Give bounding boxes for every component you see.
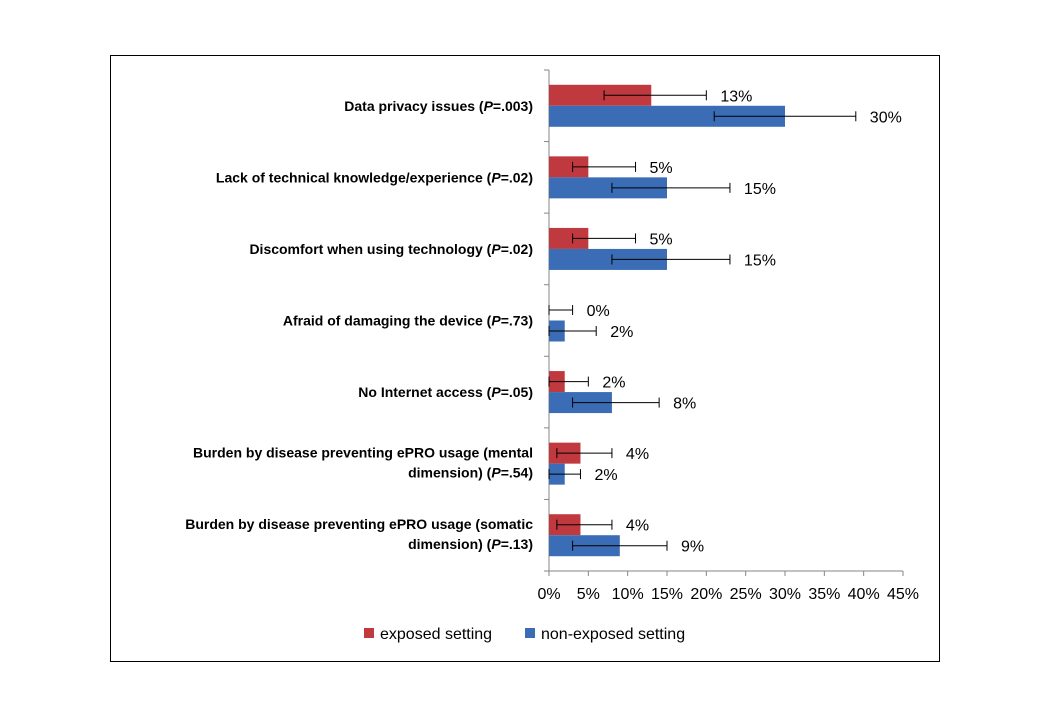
p-value-letter: P xyxy=(491,313,501,329)
legend-label-exposed: exposed setting xyxy=(380,626,492,643)
bar-non-exposed xyxy=(549,177,667,199)
legend-swatch-non-exposed xyxy=(525,628,535,638)
p-value-text: =.003) xyxy=(493,98,533,114)
p-value-text: =.02) xyxy=(501,241,533,257)
data-label: 2% xyxy=(594,467,617,484)
x-tick-label: 15% xyxy=(651,586,683,603)
x-tick-label: 5% xyxy=(577,586,600,603)
category-label-text: dimension) ( xyxy=(408,465,492,481)
bar-exposed xyxy=(549,156,589,178)
chart-frame xyxy=(110,55,940,662)
p-value-letter: P xyxy=(491,169,501,185)
data-label: 15% xyxy=(744,181,776,198)
category-label: Burden by disease preventing ePRO usage … xyxy=(185,516,533,532)
legend-label-non-exposed: non-exposed setting xyxy=(541,626,685,643)
category-label-text: dimension) ( xyxy=(408,536,492,552)
data-label: 5% xyxy=(650,160,673,177)
category-label: No Internet access (P=.05) xyxy=(358,384,533,400)
data-label: 13% xyxy=(720,88,752,105)
category-label: Afraid of damaging the device (P=.73) xyxy=(283,313,533,329)
x-tick-label: 0% xyxy=(537,586,560,603)
x-tick-label: 10% xyxy=(612,586,644,603)
p-value-letter: P xyxy=(484,98,494,114)
bar-non-exposed xyxy=(549,105,785,127)
bar-exposed xyxy=(549,227,589,249)
p-value-text: =.73) xyxy=(501,313,533,329)
data-label: 30% xyxy=(870,109,902,126)
category-label: Lack of technical knowledge/experience (… xyxy=(216,169,533,185)
data-label: 4% xyxy=(626,518,649,535)
category-label-line2: dimension) (P=.13) xyxy=(408,536,533,552)
category-label: Data privacy issues (P=.003) xyxy=(344,98,533,114)
category-label: Burden by disease preventing ePRO usage … xyxy=(193,445,533,461)
x-tick-label: 20% xyxy=(690,586,722,603)
data-label: 2% xyxy=(602,375,625,392)
data-label: 8% xyxy=(673,396,696,413)
p-value-text: =.05) xyxy=(501,384,533,400)
x-tick-label: 30% xyxy=(769,586,801,603)
p-value-letter: P xyxy=(491,384,501,400)
category-label-line2: dimension) (P=.54) xyxy=(408,465,533,481)
bar-exposed xyxy=(549,84,652,106)
x-tick-label: 35% xyxy=(808,586,840,603)
category-label-text: Lack of technical knowledge/experience ( xyxy=(216,169,492,185)
x-tick-label: 45% xyxy=(887,586,919,603)
data-label: 9% xyxy=(681,539,704,556)
data-label: 5% xyxy=(650,231,673,248)
p-value-text: =.02) xyxy=(501,169,533,185)
data-label: 15% xyxy=(744,252,776,269)
category-label: Discomfort when using technology (P=.02) xyxy=(249,241,533,257)
p-value-text: =.13) xyxy=(501,536,533,552)
category-label-text: Discomfort when using technology ( xyxy=(249,241,491,257)
p-value-letter: P xyxy=(491,536,501,552)
category-label-text: Data privacy issues ( xyxy=(344,98,484,114)
data-label: 4% xyxy=(626,446,649,463)
x-tick-label: 25% xyxy=(730,586,762,603)
category-label-text: No Internet access ( xyxy=(358,384,491,400)
p-value-text: =.54) xyxy=(501,465,533,481)
legend-swatch-exposed xyxy=(364,628,374,638)
x-tick-label: 40% xyxy=(848,586,880,603)
data-label: 2% xyxy=(610,324,633,341)
data-label: 0% xyxy=(587,303,610,320)
bar-non-exposed xyxy=(549,248,667,270)
p-value-letter: P xyxy=(491,241,501,257)
category-label-text: Afraid of damaging the device ( xyxy=(283,313,492,329)
p-value-letter: P xyxy=(491,465,501,481)
